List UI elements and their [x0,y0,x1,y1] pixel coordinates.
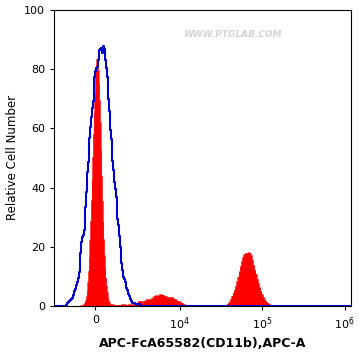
Text: WWW.PTGLAB.COM: WWW.PTGLAB.COM [183,30,282,39]
X-axis label: APC-FcA65582(CD11b),APC-A: APC-FcA65582(CD11b),APC-A [99,337,306,350]
Y-axis label: Relative Cell Number: Relative Cell Number [5,95,18,220]
